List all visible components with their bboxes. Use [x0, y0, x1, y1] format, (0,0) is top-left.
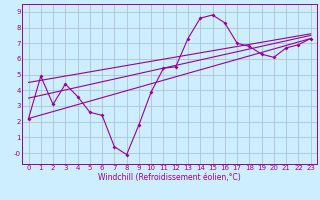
X-axis label: Windchill (Refroidissement éolien,°C): Windchill (Refroidissement éolien,°C) — [98, 173, 241, 182]
